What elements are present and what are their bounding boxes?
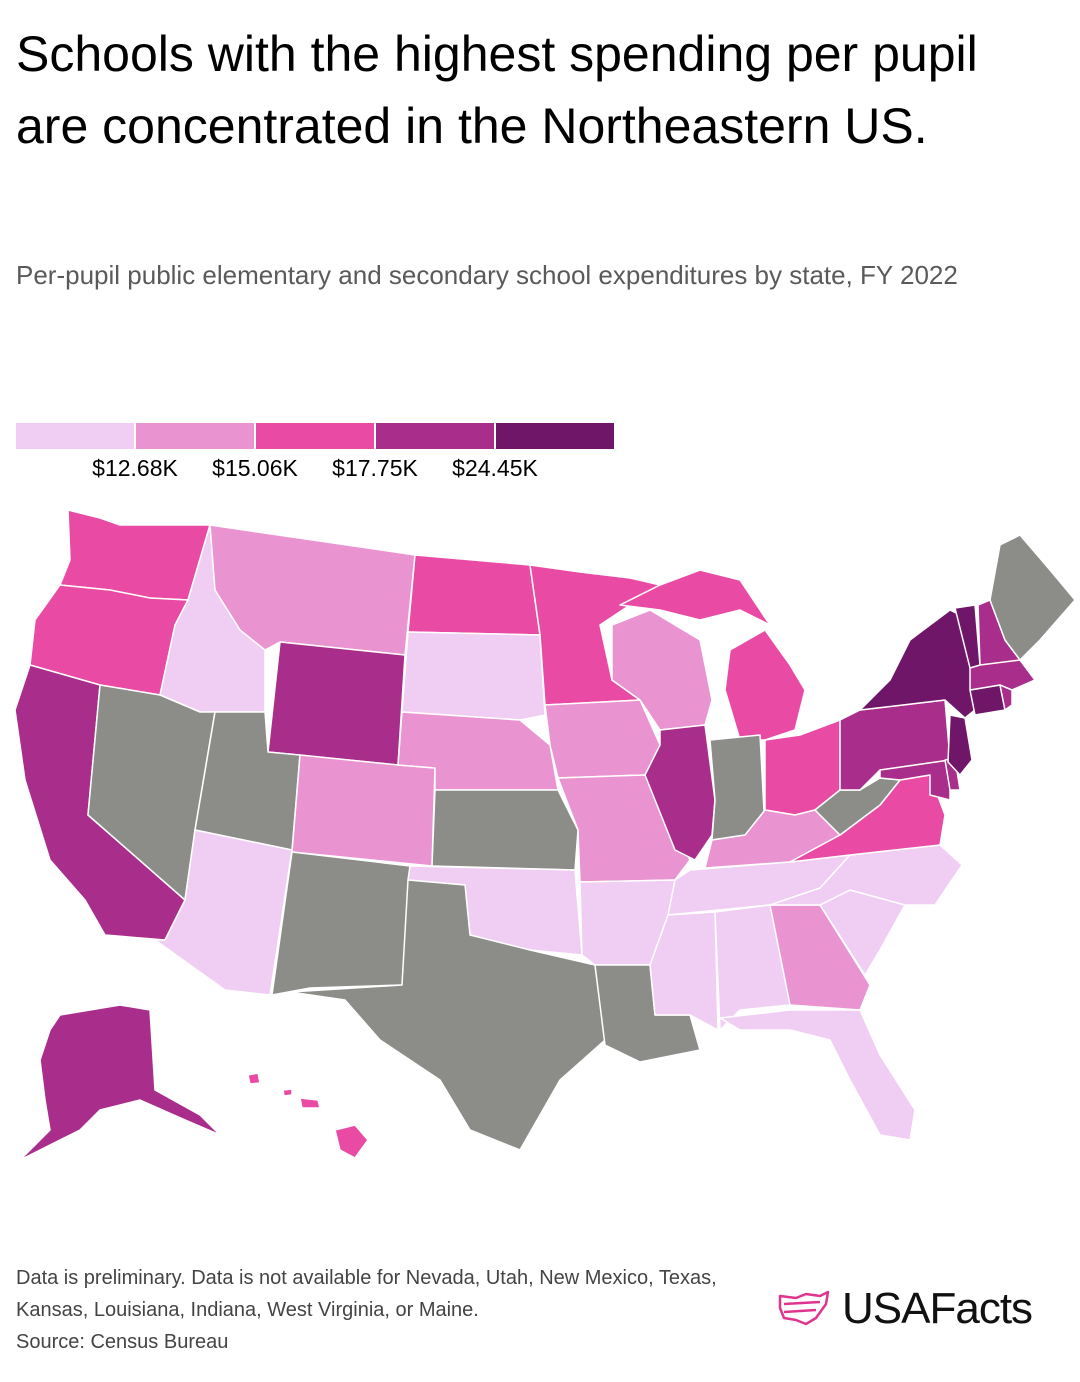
state-NY bbox=[859, 609, 976, 719]
usa-flag-map-icon bbox=[778, 1290, 830, 1326]
source-note: Source: Census Bureau bbox=[16, 1331, 229, 1353]
data-note: Data is preliminary. Data is not availab… bbox=[16, 1267, 717, 1321]
state-IL bbox=[644, 724, 716, 861]
chart-subtitle: Per-pupil public elementary and secondar… bbox=[16, 260, 958, 290]
brand-name: USAFacts bbox=[842, 1284, 1033, 1333]
state-MI bbox=[724, 629, 806, 741]
state-SD bbox=[401, 631, 546, 721]
state-MI-UP bbox=[619, 569, 771, 626]
footer-notes: Data is preliminary. Data is not availab… bbox=[16, 1262, 756, 1358]
state-ND bbox=[407, 554, 541, 636]
legend-swatch-1 bbox=[16, 423, 134, 449]
brand-logo: USAFacts bbox=[776, 1284, 1033, 1334]
state-MN bbox=[529, 564, 661, 706]
chart-title: Schools with the highest spending per pu… bbox=[16, 26, 978, 154]
state-KS bbox=[431, 789, 579, 871]
state-AL bbox=[714, 904, 791, 1031]
state-NM bbox=[271, 851, 411, 996]
state-WV bbox=[814, 777, 901, 836]
legend-label-3: $17.75K bbox=[332, 455, 418, 481]
state-ME bbox=[989, 534, 1076, 661]
state-NJ bbox=[947, 714, 973, 776]
state-HI bbox=[247, 1072, 369, 1159]
state-WY bbox=[267, 641, 406, 766]
color-legend: $12.68K $15.06K $17.75K $24.45K bbox=[16, 423, 616, 489]
us-states-map bbox=[14, 509, 1076, 1161]
legend-swatch-5 bbox=[496, 423, 614, 449]
state-CO bbox=[291, 754, 436, 867]
state-AK bbox=[19, 1004, 221, 1161]
legend-label-4: $24.45K bbox=[452, 455, 538, 481]
legend-label-2: $15.06K bbox=[212, 455, 298, 481]
legend-swatch-4 bbox=[376, 423, 494, 449]
state-IA bbox=[544, 699, 661, 779]
legend-swatch-2 bbox=[136, 423, 254, 449]
state-TX bbox=[289, 879, 606, 1151]
legend-swatch-3 bbox=[256, 423, 374, 449]
legend-label-1: $12.68K bbox=[92, 455, 178, 481]
state-FL bbox=[719, 1009, 916, 1141]
